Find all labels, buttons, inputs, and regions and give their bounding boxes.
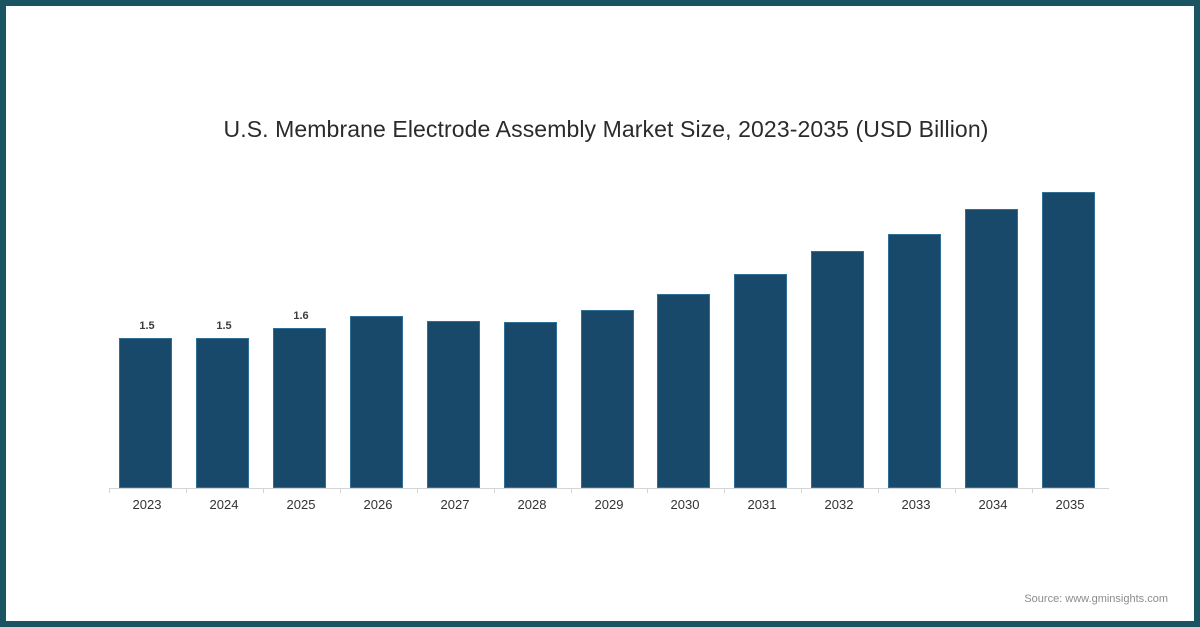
bar-group: 1.6 [263,156,339,493]
x-axis-label-2032: 2032 [824,497,854,512]
bar-group [801,156,877,493]
x-axis-label-2028: 2028 [517,497,547,512]
x-axis-label-2026: 2026 [363,497,393,512]
bar-2034[interactable] [965,209,1018,488]
x-axis-tick [340,488,341,493]
bar-group [1032,156,1108,493]
x-axis-label-2031: 2031 [747,497,777,512]
x-axis-tick [801,488,802,493]
page-title: U.S. Membrane Electrode Assembly Market … [223,116,989,142]
bar-group [878,156,954,493]
x-axis-tick [955,488,956,493]
x-axis-label-2024: 2024 [209,497,239,512]
bar-group [955,156,1031,493]
x-axis-label-2027: 2027 [440,497,470,512]
bar-2025[interactable] [273,328,326,488]
bar-group [417,156,493,493]
bar-group: 1.5 [186,156,262,493]
bar-value-label-2025: 1.6 [293,310,309,322]
x-axis-tick [878,488,879,493]
x-axis-label-2034: 2034 [978,497,1008,512]
bar-2029[interactable] [581,310,634,488]
x-axis-tick [109,488,110,493]
bar-2035[interactable] [1042,192,1095,488]
bar-group: 1.5 [109,156,185,493]
x-axis-tick [263,488,264,493]
bar-2023[interactable] [119,338,172,488]
x-axis-tick [417,488,418,493]
x-axis-label-2029: 2029 [594,497,624,512]
x-axis-tick [647,488,648,493]
x-axis-line [109,488,1109,489]
bar-2024[interactable] [196,338,249,488]
bar-value-label-2023: 1.5 [139,320,155,332]
x-axis-tick [186,488,187,493]
x-axis-label-2033: 2033 [901,497,931,512]
bar-2028[interactable] [504,322,557,488]
x-axis-tick [1032,488,1033,493]
x-axis-tick [571,488,572,493]
chart-plot-area: 1.5 1.5 1.6 [109,156,1109,493]
bar-2026[interactable] [350,316,403,488]
x-axis-tick [724,488,725,493]
bar-2031[interactable] [734,274,787,488]
bar-group [724,156,800,493]
bar-value-label-2024: 1.5 [216,320,232,332]
x-axis-tick-labels: 2023 2024 2025 2026 2027 2028 2029 2030 2031 2032… [109,497,1109,517]
bar-2030[interactable] [657,294,710,488]
bar-group [494,156,570,493]
bar-series: 1.5 1.5 1.6 [109,156,1109,493]
bar-2033[interactable] [888,234,941,488]
bar-group [340,156,416,493]
bar-2032[interactable] [811,251,864,488]
bar-group [647,156,723,493]
x-axis-label-2035: 2035 [1055,497,1085,512]
x-axis-label-2023: 2023 [132,497,162,512]
x-axis-tick [494,488,495,493]
x-axis-label-2025: 2025 [286,497,316,512]
bar-group [571,156,647,493]
bar-2027[interactable] [427,321,480,488]
source-attribution: Source: www.gminsights.com [1024,593,1168,605]
x-axis-label-2030: 2030 [670,497,700,512]
